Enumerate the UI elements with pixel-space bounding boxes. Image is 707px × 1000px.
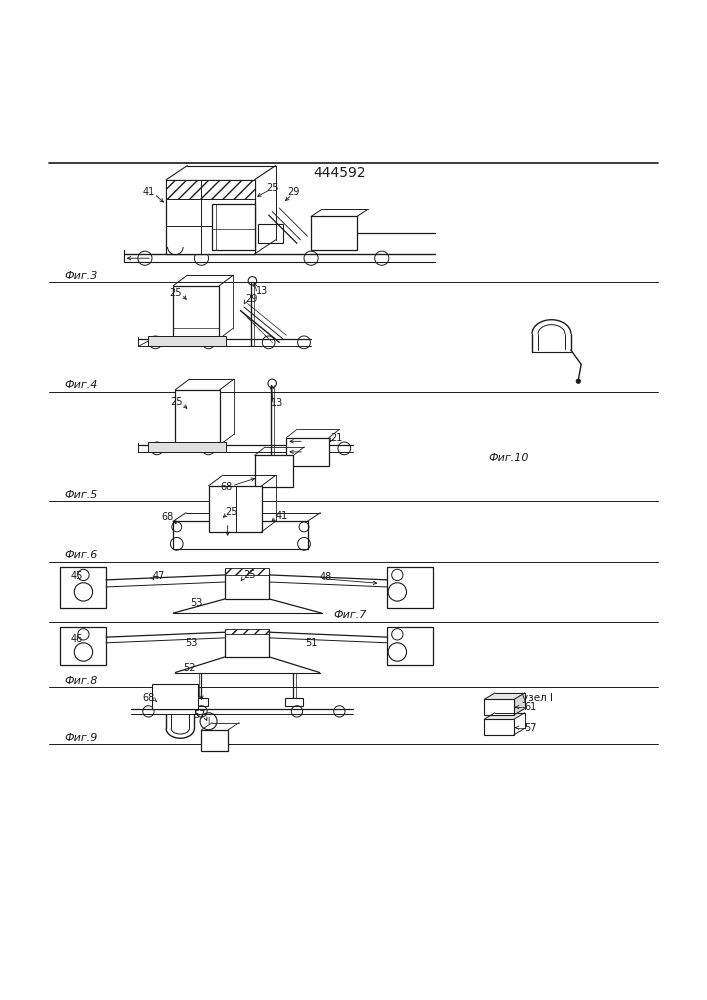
Bar — [148, 336, 226, 346]
Text: 25: 25 — [169, 288, 182, 298]
Text: Фиг.7: Фиг.7 — [333, 610, 367, 620]
Text: 68: 68 — [142, 693, 155, 703]
Text: 68: 68 — [161, 512, 174, 522]
Bar — [152, 684, 198, 709]
Bar — [209, 486, 262, 532]
Bar — [225, 630, 269, 657]
Bar — [285, 698, 303, 706]
Bar — [387, 627, 433, 665]
Text: 57: 57 — [193, 710, 206, 720]
Text: 21: 21 — [330, 433, 343, 443]
Text: 45: 45 — [70, 571, 83, 581]
Text: 61: 61 — [524, 702, 537, 712]
Text: 444592: 444592 — [313, 166, 366, 180]
Text: 53: 53 — [190, 598, 203, 608]
Bar — [60, 567, 106, 608]
Text: 47: 47 — [152, 571, 165, 581]
Text: Фиг.9: Фиг.9 — [64, 733, 98, 743]
Text: 25: 25 — [226, 507, 238, 517]
Bar — [173, 286, 219, 339]
Text: 41: 41 — [275, 511, 288, 521]
Text: узел I: узел I — [522, 693, 553, 703]
Bar — [189, 698, 208, 706]
Bar — [60, 627, 106, 665]
Text: Фиг.4: Фиг.4 — [64, 380, 98, 390]
Text: 48: 48 — [319, 572, 332, 582]
Text: 68: 68 — [220, 482, 233, 492]
Text: 53: 53 — [185, 638, 197, 648]
Text: Фиг.6: Фиг.6 — [64, 550, 98, 560]
Bar — [212, 204, 255, 250]
Polygon shape — [484, 693, 525, 699]
Text: 13: 13 — [271, 398, 284, 408]
Text: 25: 25 — [243, 570, 256, 580]
Bar — [166, 180, 255, 199]
Text: Фиг.10: Фиг.10 — [489, 453, 530, 463]
Bar — [258, 224, 283, 243]
Bar — [255, 455, 293, 487]
Bar — [311, 216, 357, 250]
Bar — [225, 629, 269, 634]
Bar — [484, 719, 514, 735]
Text: 13: 13 — [255, 286, 268, 296]
Text: Фиг.8: Фиг.8 — [64, 676, 98, 686]
Text: 29: 29 — [287, 187, 300, 197]
Text: 25: 25 — [170, 397, 183, 407]
Bar — [225, 568, 269, 575]
Text: Фиг.3: Фиг.3 — [64, 271, 98, 281]
Bar — [201, 730, 228, 751]
Bar — [484, 699, 514, 715]
Text: 57: 57 — [524, 723, 537, 733]
Bar — [175, 390, 220, 445]
Polygon shape — [484, 713, 525, 719]
Text: 29: 29 — [245, 294, 257, 304]
Circle shape — [576, 379, 580, 383]
Bar — [225, 569, 269, 599]
Bar — [166, 180, 255, 254]
Bar — [387, 567, 433, 608]
Bar — [286, 438, 329, 466]
Text: 51: 51 — [305, 638, 317, 648]
Text: I: I — [207, 717, 210, 726]
Bar — [148, 442, 226, 452]
Text: 52: 52 — [183, 663, 196, 673]
Text: 46: 46 — [70, 634, 83, 644]
Text: 41: 41 — [142, 187, 155, 197]
Text: 25: 25 — [266, 183, 279, 193]
Text: Фиг.5: Фиг.5 — [64, 490, 98, 500]
Polygon shape — [514, 693, 525, 715]
